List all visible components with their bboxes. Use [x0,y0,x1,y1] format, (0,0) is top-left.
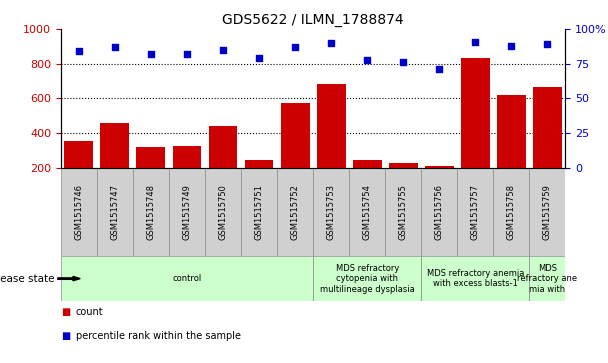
Bar [421,168,457,256]
Text: GSM1515759: GSM1515759 [543,184,552,240]
Bar [533,87,562,168]
Point [435,66,444,72]
Bar [349,168,385,256]
Bar [205,168,241,256]
Point [110,44,120,50]
Bar [136,147,165,168]
Bar [169,168,205,256]
Bar [317,83,345,168]
Text: GSM1515758: GSM1515758 [507,184,516,240]
Text: percentile rank within the sample: percentile rank within the sample [76,331,241,341]
Point [506,43,516,49]
Bar [241,168,277,256]
Text: ■: ■ [61,331,70,341]
Text: GSM1515752: GSM1515752 [291,184,300,240]
Point [254,55,264,61]
Text: GSM1515754: GSM1515754 [363,184,371,240]
Text: MDS
refractory ane
mia with: MDS refractory ane mia with [517,264,578,294]
Bar [173,146,201,168]
Text: GSM1515756: GSM1515756 [435,184,444,240]
Text: control: control [172,274,202,283]
Text: GSM1515746: GSM1515746 [74,184,83,240]
Text: GSM1515755: GSM1515755 [399,184,408,240]
Point [362,57,372,62]
Bar [530,168,565,256]
Bar [313,168,349,256]
Text: MDS refractory
cytopenia with
multilineage dysplasia: MDS refractory cytopenia with multilinea… [320,264,415,294]
Point [290,44,300,50]
Point [218,47,228,53]
Point [398,60,408,65]
Point [146,51,156,57]
Title: GDS5622 / ILMN_1788874: GDS5622 / ILMN_1788874 [223,13,404,26]
Text: disease state: disease state [0,274,55,284]
Text: GSM1515747: GSM1515747 [111,184,119,240]
Text: GSM1515749: GSM1515749 [182,184,192,240]
Bar [493,168,530,256]
Text: GSM1515757: GSM1515757 [471,184,480,240]
Text: GSM1515751: GSM1515751 [255,184,263,240]
Bar [497,95,526,168]
Bar [133,168,169,256]
Bar [61,256,313,301]
Bar [244,160,274,168]
Text: GSM1515748: GSM1515748 [147,184,156,240]
Bar [209,126,237,168]
Bar [530,256,565,301]
Bar [277,168,313,256]
Bar [313,256,421,301]
Bar [100,123,130,168]
Bar [421,256,530,301]
Text: GSM1515753: GSM1515753 [326,184,336,240]
Point [542,41,552,47]
Text: ■: ■ [61,307,70,317]
Text: GSM1515750: GSM1515750 [218,184,227,240]
Bar [281,103,309,168]
Point [326,40,336,46]
Bar [353,160,382,168]
Bar [64,141,93,168]
Bar [425,166,454,168]
Bar [385,168,421,256]
Point [471,38,480,44]
Bar [389,163,418,168]
Point [182,51,192,57]
Bar [97,168,133,256]
Bar [461,58,490,168]
Point [74,48,84,54]
Bar [457,168,493,256]
Bar [61,168,97,256]
Text: count: count [76,307,103,317]
Text: MDS refractory anemia
with excess blasts-1: MDS refractory anemia with excess blasts… [427,269,524,288]
